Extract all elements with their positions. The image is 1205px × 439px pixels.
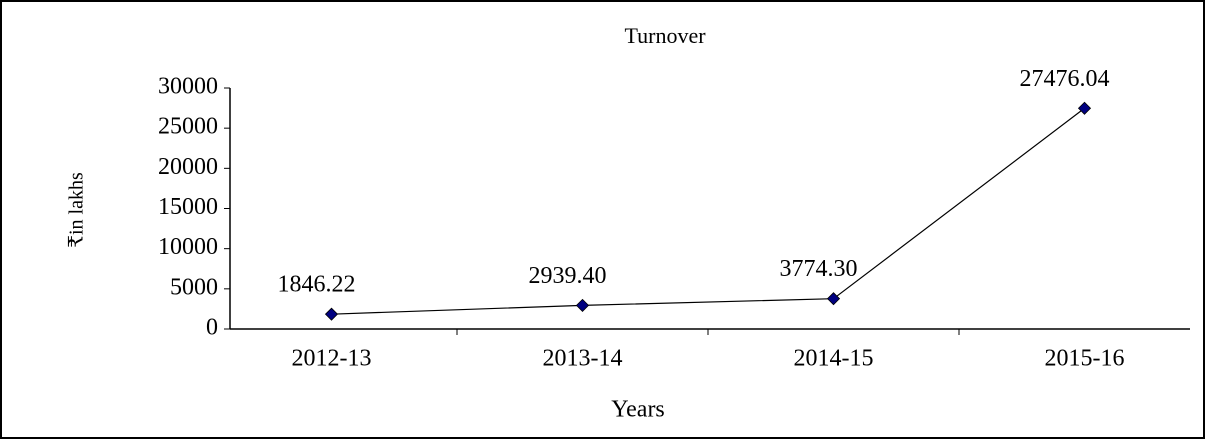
- y-tick-label: 25000: [158, 114, 218, 140]
- x-tick-label: 2013-14: [543, 346, 623, 372]
- data-label: 27476.04: [1020, 66, 1110, 92]
- marker: [1077, 101, 1092, 115]
- y-axis-title: ₹in lakhs: [66, 172, 88, 248]
- line: [331, 107, 1085, 315]
- y-tick-label: 15000: [158, 194, 218, 220]
- marker: [575, 298, 590, 312]
- chart-title: Turnover: [624, 23, 706, 48]
- y-tick-label: 30000: [158, 74, 218, 100]
- data-label: 3774.30: [780, 256, 858, 282]
- data-label: 2939.40: [529, 263, 607, 289]
- y-tick-label: 20000: [158, 154, 218, 180]
- data-label: 1846.22: [278, 272, 356, 298]
- marker: [826, 292, 841, 306]
- x-tick-label: 2015-16: [1045, 346, 1125, 372]
- x-tick-label: 2014-15: [794, 346, 874, 372]
- x-tick-label: 2012-13: [292, 346, 372, 372]
- marker: [324, 307, 339, 321]
- y-tick-label: 10000: [158, 234, 218, 260]
- y-tick-label: 5000: [170, 274, 218, 300]
- y-tick-label: 0: [206, 315, 218, 341]
- x-axis-title: Years: [611, 397, 665, 423]
